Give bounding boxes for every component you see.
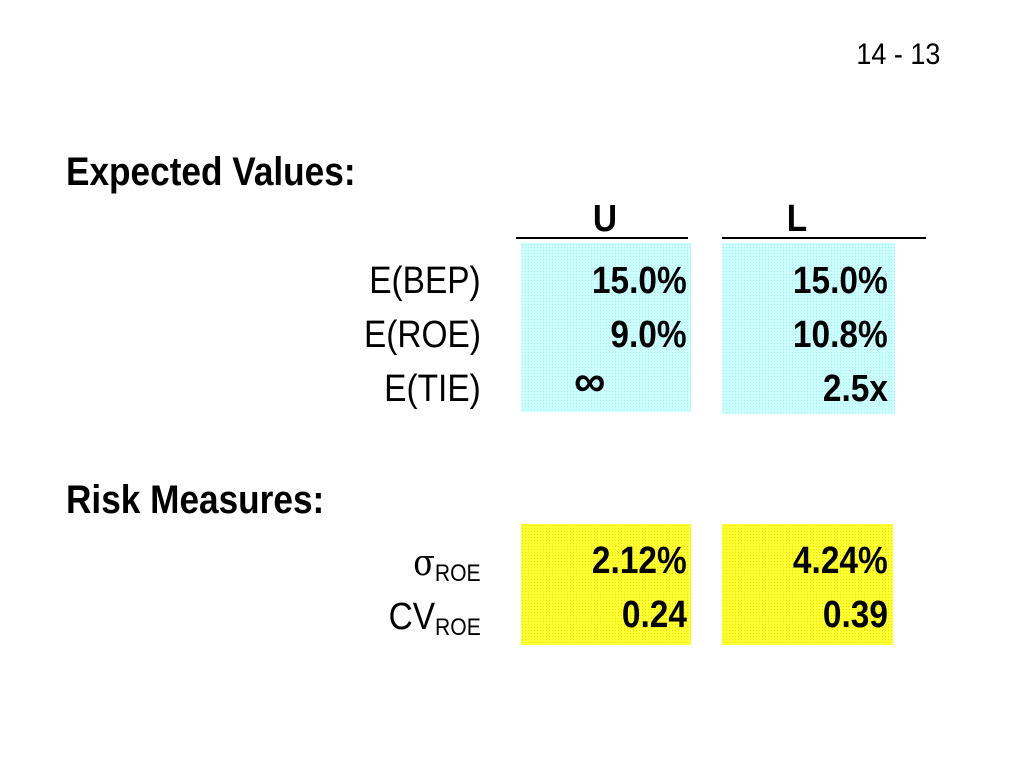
value-sigma-roe-l: 4.24% bbox=[793, 540, 888, 582]
row-label-ebep: E(BEP) bbox=[369, 260, 481, 302]
expected-values-heading: Expected Values: bbox=[66, 150, 356, 194]
value-sigma-roe-u: 2.12% bbox=[592, 540, 687, 582]
row-label-eroe: E(ROE) bbox=[363, 314, 481, 356]
value-ebep-l: 15.0% bbox=[793, 260, 888, 302]
value-etie-l: 2.5x bbox=[822, 368, 888, 410]
value-eroe-l: 10.8% bbox=[793, 314, 888, 356]
sigma-subscript: ROE bbox=[435, 560, 481, 587]
row-label-cv-roe: CVROE bbox=[389, 598, 481, 640]
risk-measures-box-u bbox=[521, 524, 691, 645]
cv-symbol: CV bbox=[388, 596, 436, 638]
column-underline-l bbox=[722, 237, 926, 239]
column-underline-u bbox=[516, 237, 688, 239]
column-header-l: L bbox=[786, 198, 808, 240]
page-number: 14 - 13 bbox=[855, 38, 940, 71]
risk-measures-heading: Risk Measures: bbox=[66, 478, 325, 522]
expected-values-box-l bbox=[722, 243, 895, 414]
row-label-etie: E(TIE) bbox=[384, 368, 481, 410]
value-etie-u-infinity: ∞ bbox=[574, 357, 606, 406]
cv-subscript: ROE bbox=[435, 614, 481, 641]
column-header-u: U bbox=[592, 198, 618, 240]
value-cv-roe-u: 0.24 bbox=[621, 594, 687, 636]
value-eroe-u: 9.0% bbox=[610, 314, 687, 356]
risk-measures-box-l bbox=[722, 524, 893, 645]
row-label-sigma-roe: σROE bbox=[414, 544, 481, 586]
value-cv-roe-l: 0.39 bbox=[822, 594, 888, 636]
value-ebep-u: 15.0% bbox=[592, 260, 687, 302]
expected-values-box-u bbox=[521, 243, 691, 412]
sigma-symbol: σ bbox=[413, 543, 436, 584]
